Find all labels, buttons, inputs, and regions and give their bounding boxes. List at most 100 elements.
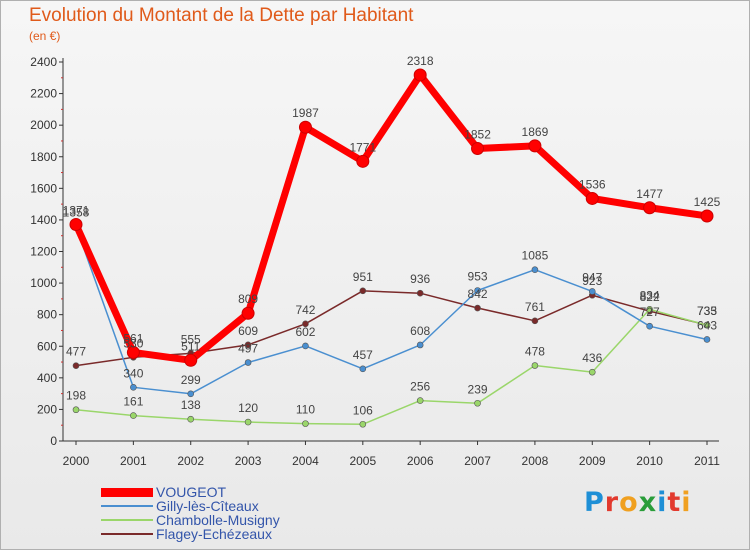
data-point [302,342,309,350]
series-line-2 [75,308,708,426]
data-point [531,362,539,369]
data-point [474,287,481,294]
x-tick-label: 2000 [63,454,90,468]
data-point [588,368,596,376]
data-point [588,288,596,295]
x-tick-label: 2008 [522,454,549,468]
data-label: 497 [238,342,258,356]
data-label: 953 [468,270,488,284]
data-point [416,341,424,349]
legend-label: Chambolle-Musigny [156,512,280,528]
data-label: 834 [640,288,660,302]
data-label: 643 [697,318,717,332]
data-label: 340 [123,366,143,380]
logo-letter: x [638,487,658,518]
legend-label: Flagey-Echézeaux [156,526,272,542]
data-label: 256 [410,380,430,394]
data-point [703,336,711,343]
data-point [72,406,80,414]
y-tick-label: 800 [37,308,57,322]
data-label: 457 [353,348,373,362]
data-label: 735 [697,304,717,318]
data-label: 555 [181,332,201,346]
data-label: 1771 [349,140,376,154]
logo-letter: r [604,487,620,518]
data-point [413,68,427,82]
data-point [531,317,539,325]
data-point [646,305,653,313]
data-label: 1987 [292,106,319,120]
data-label: 602 [295,325,315,339]
data-label: 923 [582,274,602,288]
y-tick-label: 400 [37,371,57,385]
data-label: 561 [123,331,143,345]
data-label: 1085 [522,249,549,263]
data-point [474,399,481,407]
data-label: 742 [295,303,315,317]
logo-letter: t [667,487,682,518]
data-point [72,362,80,369]
x-tick-label: 2007 [464,454,491,468]
data-label: 511 [181,339,200,353]
data-point [416,289,424,297]
y-tick-label: 1400 [30,213,57,227]
data-point [700,209,714,223]
x-tick-label: 2003 [235,454,262,468]
data-label: 1852 [464,128,491,142]
logo-letter: P [584,487,605,518]
data-label: 110 [296,403,315,417]
logo-letter: i [681,487,692,518]
chart-subtitle: (en €) [29,29,61,43]
data-point [184,353,198,367]
x-tick-label: 2006 [407,454,434,468]
y-tick-label: 1800 [30,150,57,164]
data-label: 1869 [522,125,549,139]
data-label: 106 [353,403,373,417]
data-point [531,266,539,273]
data-point [187,390,195,398]
data-point [359,287,367,295]
y-tick-label: 1000 [30,276,57,290]
data-label: 198 [66,389,86,403]
data-label: 609 [238,324,258,338]
series-line-1 [75,225,708,395]
data-point [356,154,370,168]
data-label: 951 [353,270,373,284]
data-point [69,217,83,231]
logo-letter: i [657,487,668,518]
data-point [703,321,711,329]
data-point [528,139,542,153]
line-chart: 0 200 400 600 800 1000 1200 1400 1600 1800 2000 220… [30,54,721,468]
data-point [359,365,367,373]
data-label: 239 [468,382,488,396]
data-label: 1477 [636,187,663,201]
data-label: 842 [468,287,488,301]
data-point [130,412,137,419]
data-label: 822 [640,290,660,304]
legend-swatch [101,505,153,507]
y-tick-label: 0 [50,434,57,448]
data-label: 1425 [694,195,721,209]
data-label: 477 [66,345,86,359]
data-label: 299 [181,373,201,387]
data-label: 1536 [579,177,606,191]
y-tick-label: 1600 [30,181,57,195]
x-tick-label: 2009 [579,454,606,468]
data-point [244,341,252,349]
data-label: 733 [697,304,717,318]
proxiti-logo: Proxiti [584,487,692,518]
chart-title: Evolution du Montant de la Dette par Hab… [29,5,414,26]
data-point [643,201,657,215]
data-point [244,359,252,366]
data-point [646,322,653,330]
data-point [474,304,481,312]
y-tick-label: 2400 [30,55,57,69]
legend-swatch [101,533,153,535]
legend-swatch [101,487,153,497]
y-tick-label: 200 [37,402,57,416]
data-point [416,397,424,404]
legend-swatch [101,519,153,521]
x-tick-label: 2010 [636,454,663,468]
data-point [359,420,367,428]
